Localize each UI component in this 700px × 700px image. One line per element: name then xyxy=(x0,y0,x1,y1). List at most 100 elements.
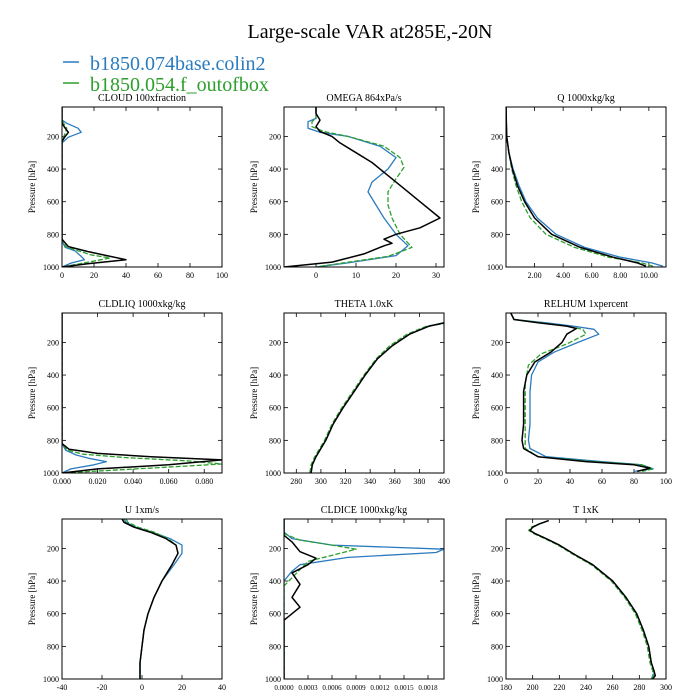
x-tick-label: 380 xyxy=(413,477,425,486)
x-tick-label: 0.040 xyxy=(124,477,142,486)
series-group xyxy=(62,107,127,267)
y-tick-label: 800 xyxy=(491,230,503,239)
y-axis-label: Pressure [hPa] xyxy=(27,367,37,419)
y-tick-label: 200 xyxy=(491,544,503,553)
y-axis-label: Pressure [hPa] xyxy=(249,161,259,213)
series-line-3 xyxy=(121,519,179,679)
x-tick-label: 240 xyxy=(580,683,592,692)
x-tick-label: 0.060 xyxy=(160,477,178,486)
series-line-2 xyxy=(506,107,654,267)
y-tick-label: 800 xyxy=(47,436,59,445)
plot-frame xyxy=(283,518,445,680)
series-line-2 xyxy=(125,519,179,679)
series-line-3 xyxy=(310,322,444,473)
x-tick-label: 40 xyxy=(566,477,574,486)
y-tick-label: 800 xyxy=(491,436,503,445)
x-tick-label: 280 xyxy=(290,477,302,486)
series-line-3 xyxy=(284,107,441,267)
y-tick-label: 600 xyxy=(47,404,59,413)
plot-frame xyxy=(505,518,667,680)
series-group xyxy=(121,519,183,679)
panel-title: RELHUM 1xpercent xyxy=(544,299,628,310)
x-tick-label: 180 xyxy=(500,683,512,692)
x-tick-label: 0 xyxy=(140,683,144,692)
x-tick-label: 2.00 xyxy=(528,271,542,280)
series-line-2 xyxy=(62,107,111,267)
y-tick-label: 1000 xyxy=(265,263,281,272)
series-line-1 xyxy=(284,519,444,679)
x-tick-label: 0.0006 xyxy=(322,684,342,692)
panel-title: CLDLIQ 1000xkg/kg xyxy=(99,299,186,310)
y-tick-label: 200 xyxy=(269,338,281,347)
y-tick-label: 400 xyxy=(269,371,281,380)
y-tick-label: 600 xyxy=(491,198,503,207)
series-line-2 xyxy=(311,107,413,267)
plot-frame xyxy=(283,106,445,268)
x-tick-label: 280 xyxy=(633,683,645,692)
y-axis-label: Pressure [hPa] xyxy=(471,573,481,625)
panel-title: CLDICE 1000xkg/kg xyxy=(321,505,407,516)
y-tick-label: 400 xyxy=(491,165,503,174)
x-tick-label: 4.00 xyxy=(556,271,570,280)
x-tick-label: 300 xyxy=(315,477,327,486)
series-line-2 xyxy=(528,519,654,679)
x-tick-label: 0.020 xyxy=(89,477,107,486)
y-tick-label: 600 xyxy=(491,404,503,413)
series-line-2 xyxy=(284,519,357,679)
x-tick-label: 0.0000 xyxy=(274,684,294,692)
panel-8: CLDICE 1000xkg/kg Pressure [hPa] 200 400 600… xyxy=(249,505,445,692)
series-line-1 xyxy=(506,107,664,267)
panel-title: U 1xm/s xyxy=(125,505,159,516)
series-group xyxy=(528,519,657,679)
y-tick-label: 1000 xyxy=(43,263,59,272)
y-tick-label: 800 xyxy=(269,436,281,445)
y-tick-label: 600 xyxy=(269,404,281,413)
x-tick-label: 200 xyxy=(527,683,539,692)
series-line-3 xyxy=(529,519,657,679)
y-tick-label: 200 xyxy=(47,338,59,347)
x-tick-label: 0.080 xyxy=(195,477,213,486)
series-group xyxy=(506,107,664,267)
y-tick-label: 1000 xyxy=(487,675,503,684)
series-line-2 xyxy=(62,313,222,473)
series-line-1 xyxy=(310,322,444,473)
plot-frame xyxy=(505,312,667,474)
x-tick-label: 20 xyxy=(392,271,400,280)
y-tick-label: 1000 xyxy=(43,469,59,478)
series-group xyxy=(62,313,222,473)
x-tick-label: 220 xyxy=(553,683,565,692)
y-tick-label: 400 xyxy=(269,165,281,174)
panel-title: CLOUD 100xfraction xyxy=(98,93,186,104)
x-tick-label: 0.0003 xyxy=(298,684,318,692)
y-axis-label: Pressure [hPa] xyxy=(471,367,481,419)
y-tick-label: 800 xyxy=(47,642,59,651)
x-tick-label: 0.0009 xyxy=(346,684,366,692)
x-tick-label: 0 xyxy=(504,477,508,486)
x-tick-label: 6.00 xyxy=(585,271,599,280)
panel-title: Q 1000xkg/kg xyxy=(557,93,615,104)
y-tick-label: 600 xyxy=(47,610,59,619)
y-tick-label: 200 xyxy=(491,338,503,347)
series-group xyxy=(309,322,444,473)
x-tick-label: 10.00 xyxy=(640,271,658,280)
y-tick-label: 200 xyxy=(269,132,281,141)
y-tick-label: 600 xyxy=(269,198,281,207)
x-tick-label: 400 xyxy=(438,477,450,486)
series-line-3 xyxy=(510,313,651,473)
panel-title: T 1xK xyxy=(573,505,599,516)
series-group xyxy=(284,107,441,267)
y-tick-label: 400 xyxy=(269,577,281,586)
legend: b1850.074base.colin2 b1850.054.f_outofbo… xyxy=(63,53,269,96)
plot-frame xyxy=(283,312,445,474)
x-tick-label: 320 xyxy=(340,477,352,486)
x-tick-label: 80 xyxy=(630,477,638,486)
y-tick-label: 600 xyxy=(269,610,281,619)
series-line-3 xyxy=(62,313,222,473)
plot-frame xyxy=(61,106,223,268)
y-tick-label: 400 xyxy=(47,165,59,174)
